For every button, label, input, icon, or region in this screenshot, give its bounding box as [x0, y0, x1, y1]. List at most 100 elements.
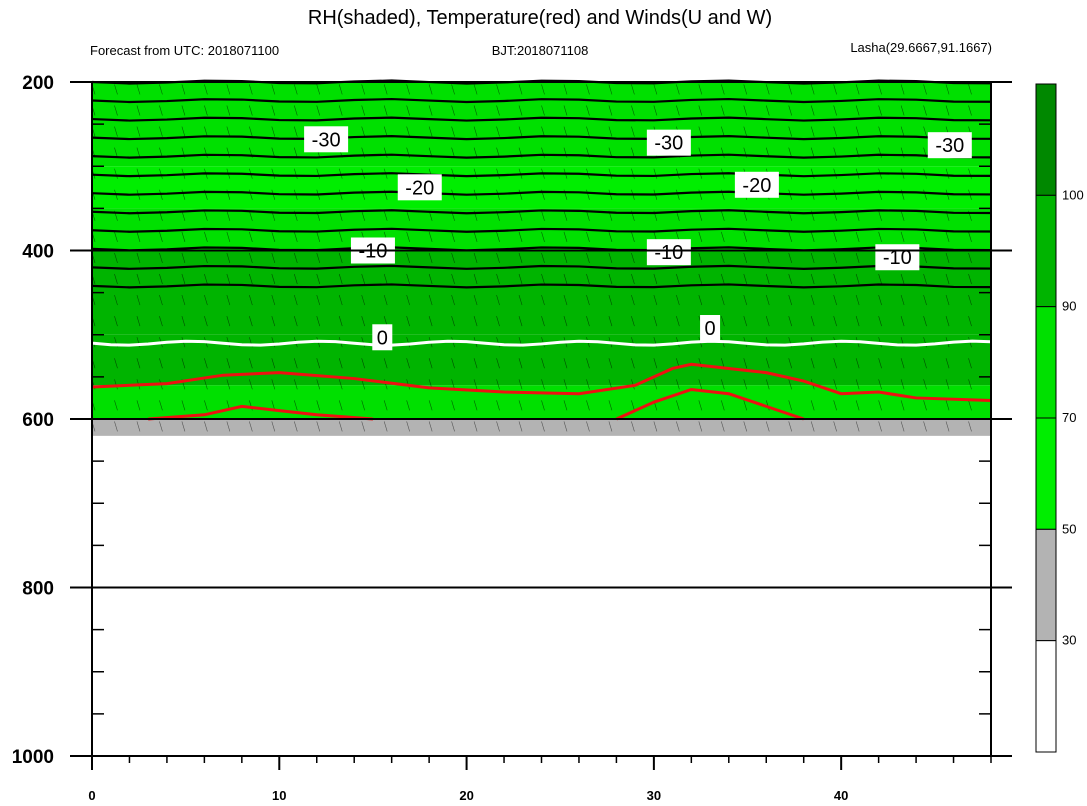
wind-barb	[293, 358, 298, 369]
wind-barb	[136, 105, 141, 116]
wind-barb	[226, 316, 231, 327]
wind-barb	[249, 421, 253, 432]
isotherm-label: -30	[312, 129, 341, 151]
wind-barb	[293, 273, 298, 285]
wind-barb	[496, 294, 500, 306]
wind-barb	[968, 252, 972, 264]
wind-barb	[833, 231, 837, 242]
wind-barb	[316, 231, 321, 242]
wind-barb	[900, 273, 905, 285]
y-tick-label: 1000	[12, 747, 54, 768]
wind-barb	[608, 231, 613, 242]
wind-barb	[338, 358, 343, 369]
wind-barb	[721, 84, 725, 95]
wind-barb	[428, 126, 433, 137]
wind-barb	[338, 421, 343, 432]
wind-barb	[631, 400, 635, 411]
wind-barb	[114, 231, 118, 242]
wind-barb	[563, 316, 568, 327]
wind-barb	[406, 273, 410, 285]
wind-barb	[855, 400, 860, 411]
wind-barb	[293, 105, 298, 116]
wind-barb	[159, 252, 163, 264]
isotherm-black	[91, 135, 992, 141]
isotherm-label: -30	[935, 135, 964, 157]
wind-barb	[159, 231, 163, 242]
wind-barb	[721, 210, 725, 221]
wind-barb	[698, 273, 703, 285]
wind-barb	[518, 189, 523, 200]
wind-barb	[159, 105, 163, 116]
axes: 200 400 600 800 1000 0 10 20 30 40	[12, 73, 1012, 803]
rh-band-5	[92, 385, 991, 419]
wind-barb	[406, 231, 410, 242]
wind-barb	[743, 231, 748, 242]
wind-barb	[541, 294, 545, 306]
wind-barb	[631, 168, 635, 179]
wind-barb	[181, 400, 186, 411]
wind-barb	[451, 273, 455, 285]
wind-barb	[721, 126, 725, 137]
wind-barb	[249, 105, 253, 116]
wind-barb	[383, 294, 388, 306]
wind-barb	[810, 273, 815, 285]
wind-barb	[586, 294, 590, 306]
wind-barb	[586, 400, 590, 411]
wind-barb	[878, 273, 882, 285]
wind-barb	[361, 421, 365, 432]
wind-barb	[136, 252, 141, 264]
wind-barb	[810, 358, 815, 369]
wind-barb	[743, 316, 748, 327]
wind-barb	[136, 147, 141, 158]
wind-barb	[788, 379, 793, 390]
wind-barb	[788, 421, 793, 432]
wind-barb	[406, 252, 410, 264]
wind-barb	[518, 421, 523, 432]
colorbar-segment	[1035, 640, 1057, 753]
wind-barb	[518, 294, 523, 306]
wind-barb	[136, 421, 141, 432]
wind-barb	[855, 421, 860, 432]
wind-barb	[361, 400, 365, 411]
wind-barb	[810, 421, 815, 432]
wind-barb	[249, 294, 253, 306]
chart-subtitle-right: Lasha(29.6667,91.1667)	[850, 40, 992, 55]
wind-barb	[518, 358, 523, 369]
wind-barb	[765, 273, 770, 285]
wind-barb	[945, 379, 950, 390]
wind-barb	[698, 294, 703, 306]
wind-barb	[676, 379, 680, 390]
wind-barb	[833, 252, 837, 264]
wind-barb	[833, 126, 837, 137]
wind-barb	[518, 273, 523, 285]
wind-barb	[473, 126, 478, 137]
wind-barb	[136, 168, 141, 179]
wind-barb	[945, 84, 950, 95]
wind-barb	[788, 358, 793, 369]
wind-barb	[653, 84, 658, 95]
wind-barb	[945, 400, 950, 411]
wind-barb	[900, 421, 905, 432]
wind-barb	[541, 105, 545, 116]
wind-barb	[541, 147, 545, 158]
isotherm-black	[91, 190, 992, 196]
wind-barb	[721, 147, 725, 158]
wind-barb	[136, 358, 141, 369]
wind-barb	[608, 421, 613, 432]
wind-barb	[631, 358, 635, 369]
wind-barb	[496, 358, 500, 369]
isotherm-black	[91, 153, 992, 159]
wind-barb	[249, 231, 253, 242]
wind-barb	[586, 252, 590, 264]
wind-barb	[518, 105, 523, 116]
wind-barb	[765, 294, 770, 306]
wind-barb	[114, 168, 118, 179]
wind-barb	[226, 421, 231, 432]
wind-barb	[159, 358, 163, 369]
colorbar-segment	[1035, 306, 1057, 419]
wind-barb	[159, 421, 163, 432]
wind-barb	[428, 400, 433, 411]
wind-barb	[181, 252, 186, 264]
wind-barb	[361, 316, 365, 327]
wind-barb	[855, 273, 860, 285]
